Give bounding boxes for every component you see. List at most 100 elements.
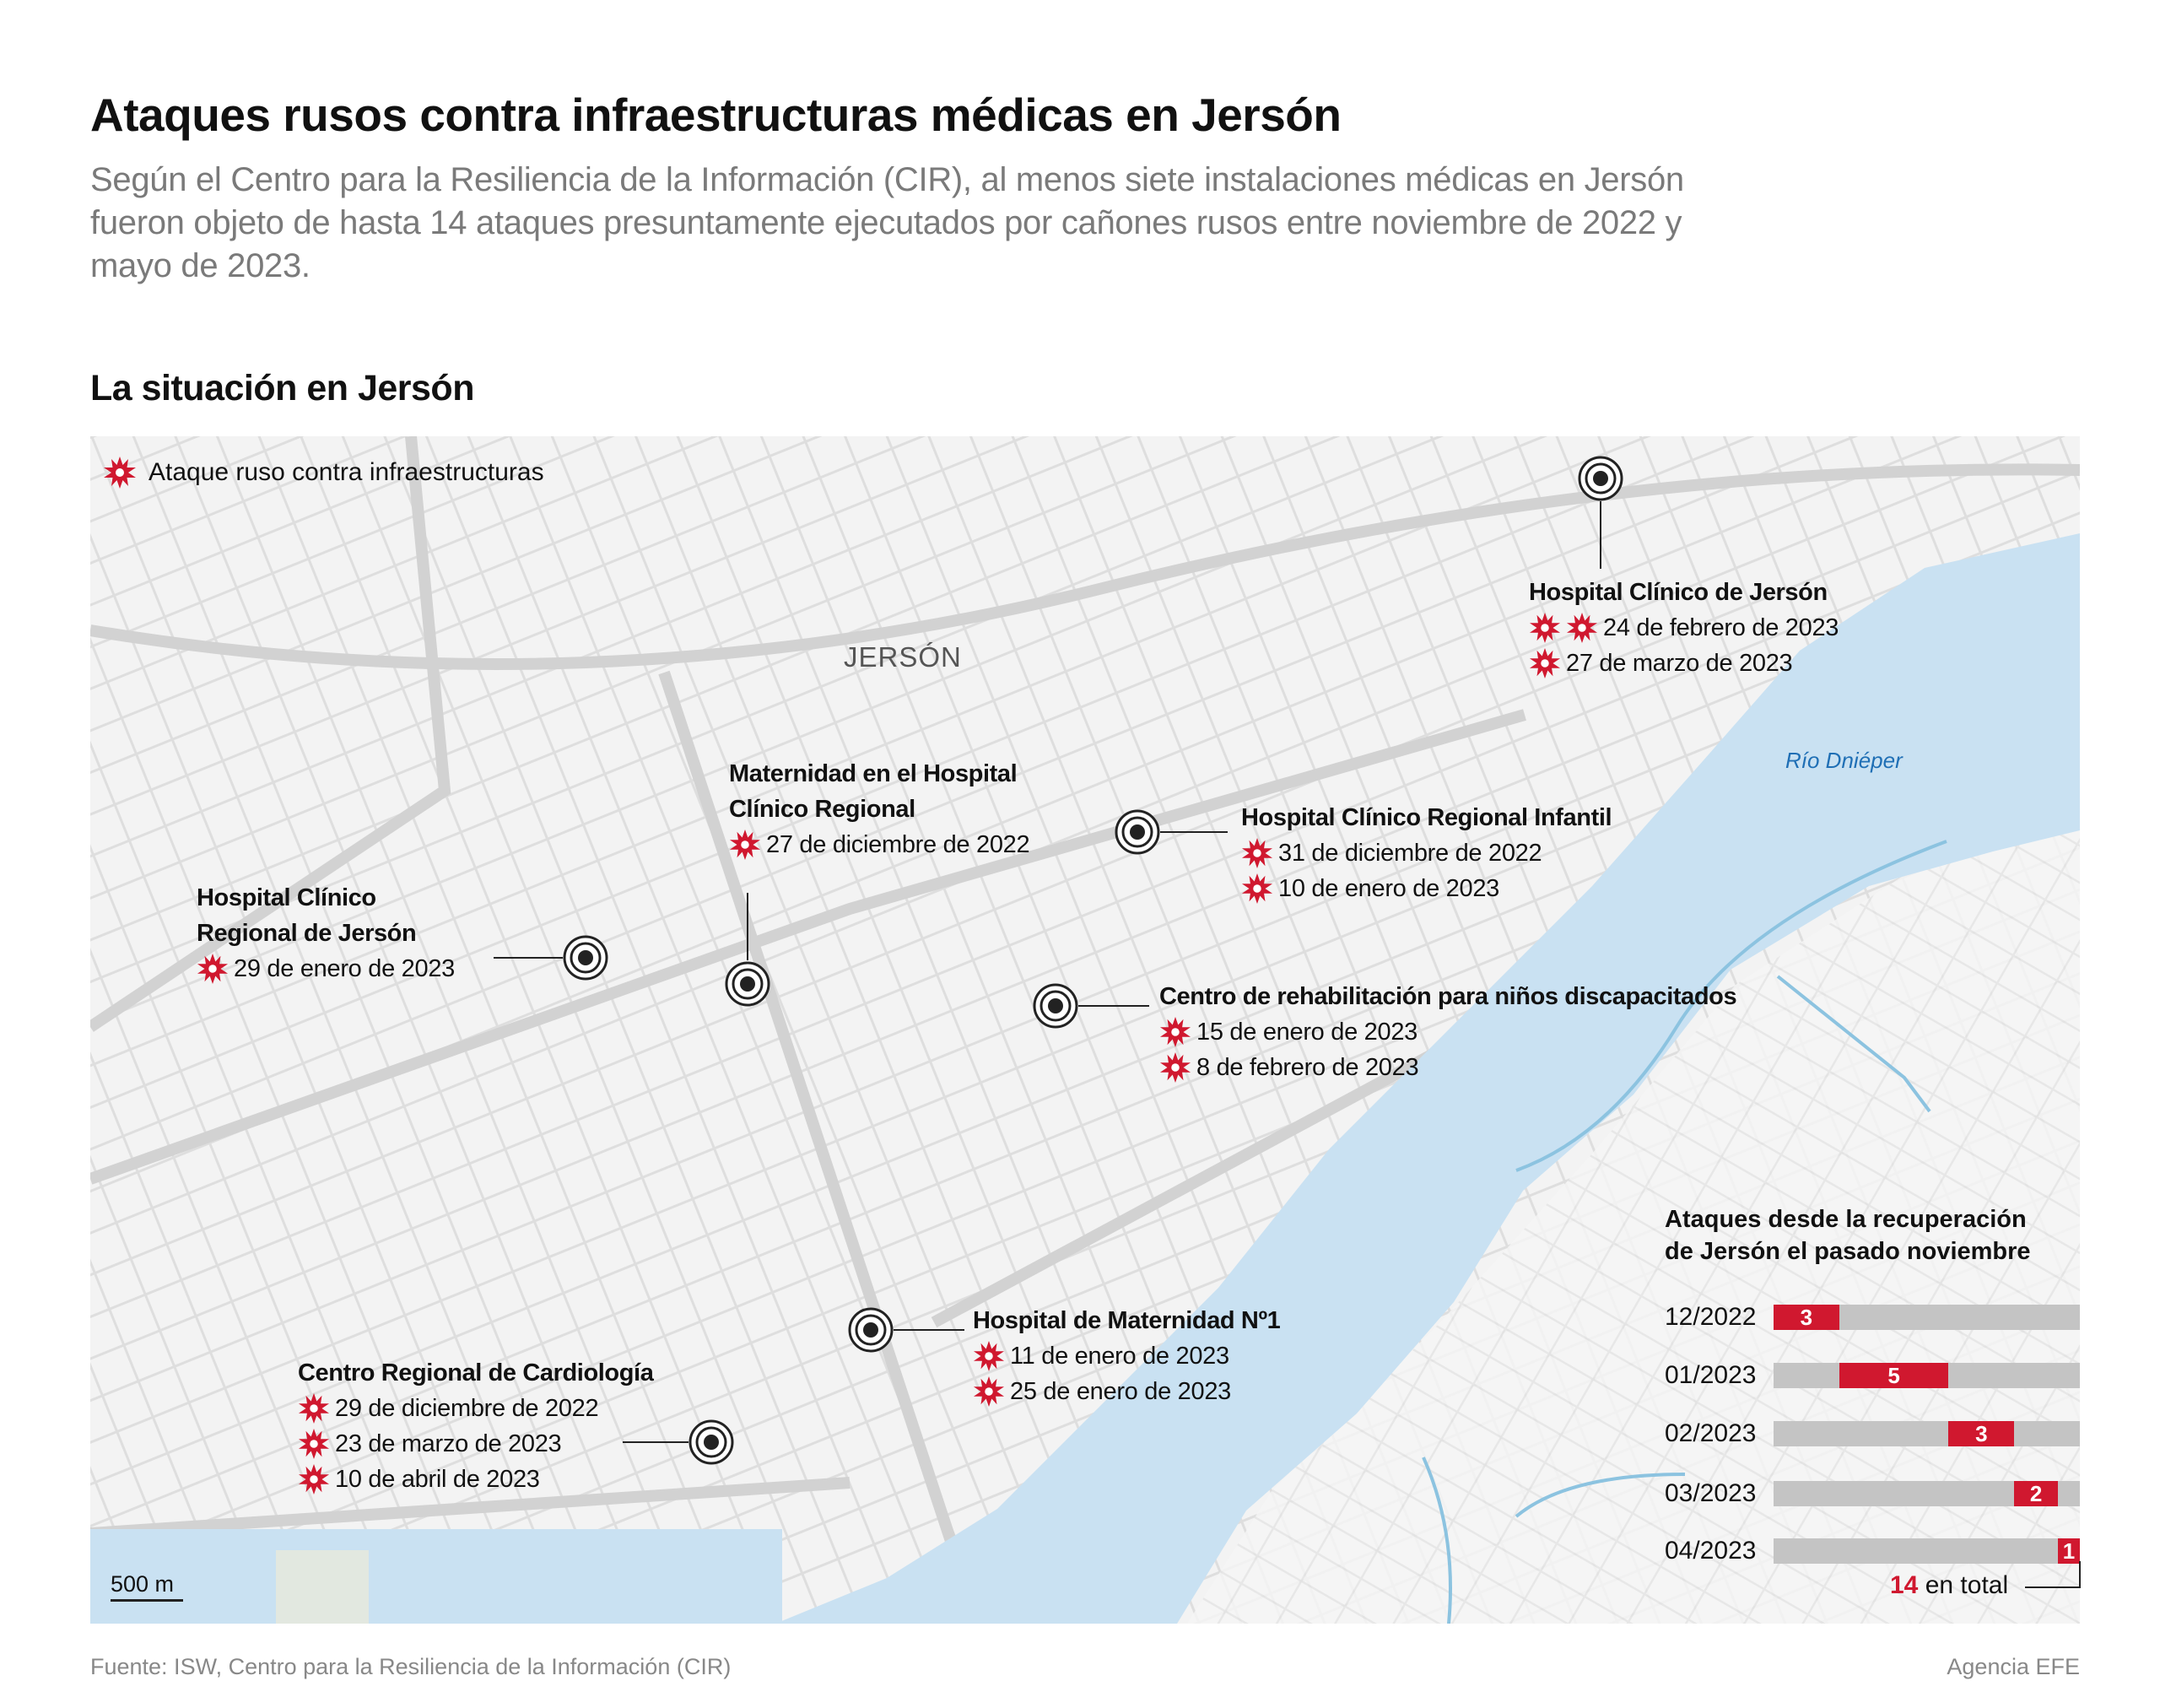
attack-date-text: 11 de enero de 2023 — [1010, 1343, 1229, 1370]
attack-date: 23 de marzo de 2023 — [298, 1426, 653, 1462]
attack-date-text: 24 de febrero de 2023 — [1603, 614, 1839, 641]
credit: Agencia EFE — [1947, 1654, 2080, 1679]
bar-track: 2 — [1774, 1481, 2080, 1506]
leader-line — [623, 1441, 688, 1443]
hospital-label: Hospital Clínico Regional Infantil 31 de … — [1241, 800, 1612, 906]
hospital-target-icon[interactable] — [1033, 983, 1078, 1029]
hospital-name: Hospital Clínico — [197, 884, 376, 911]
harbor-island — [276, 1550, 369, 1624]
explosion-star-icon — [1566, 612, 1598, 644]
leader-line — [894, 1329, 964, 1331]
attack-date-text: 23 de marzo de 2023 — [335, 1430, 562, 1457]
attack-date: 15 de enero de 2023 — [1159, 1014, 1736, 1050]
bar-segment: 5 — [1839, 1363, 1949, 1388]
section-title: La situación en Jersón — [90, 368, 474, 408]
legend-label: Ataque ruso contra infraestructuras — [148, 458, 544, 486]
explosion-star-icon — [197, 953, 229, 985]
scale-bar — [111, 1599, 183, 1602]
attack-date-text: 15 de enero de 2023 — [1196, 1019, 1418, 1046]
leader-line — [1160, 831, 1228, 833]
harbor-water — [90, 1529, 782, 1624]
total-connector — [2025, 1586, 2081, 1588]
bar-value-label: 2 — [2029, 1480, 2043, 1506]
explosion-star-icon — [298, 1392, 330, 1424]
bar-category-label: 01/2023 — [1665, 1361, 1757, 1389]
bar-chart-title-line: de Jersón el pasado noviembre — [1665, 1238, 2031, 1265]
hospital-name: Maternidad en el Hospital — [729, 760, 1018, 787]
attack-date-text: 10 de enero de 2023 — [1278, 875, 1499, 902]
attack-date-text: 8 de febrero de 2023 — [1196, 1054, 1419, 1081]
river-label: Río Dniéper — [1785, 748, 1903, 773]
explosion-star-icon — [1159, 1051, 1191, 1084]
explosion-star-icon — [973, 1376, 1005, 1408]
hospital-name: Centro Regional de Cardiología — [298, 1359, 654, 1386]
attack-date: 10 de enero de 2023 — [1241, 871, 1612, 906]
hospital-label: Centro Regional de Cardiología 29 de dici… — [298, 1355, 654, 1497]
bar-track: 3 — [1774, 1421, 2080, 1446]
hospital-name: Centro de rehabilitación para niños disc… — [1159, 983, 1737, 1010]
hospital-target-icon[interactable] — [848, 1307, 894, 1353]
bar-value-label: 3 — [1800, 1304, 1813, 1330]
hospital-label: Hospital de Maternidad Nº1 11 de enero de… — [973, 1303, 1281, 1409]
bar-segment: 3 — [1774, 1305, 1839, 1330]
hospital-name: Hospital de Maternidad Nº1 — [973, 1307, 1281, 1334]
explosion-star-icon — [298, 1428, 330, 1460]
attack-date-text: 29 de enero de 2023 — [234, 955, 455, 982]
attack-date-text: 25 de enero de 2023 — [1010, 1378, 1231, 1405]
hospital-target-icon[interactable] — [563, 935, 608, 981]
explosion-star-icon — [104, 457, 136, 489]
attack-date: 8 de febrero de 2023 — [1159, 1050, 1736, 1085]
leader-line — [494, 957, 563, 959]
hospital-label: Hospital Clínico de Jersón 24 de febrero … — [1529, 575, 1839, 681]
map-background — [90, 436, 2080, 1624]
attack-date: 11 de enero de 2023 — [973, 1338, 1280, 1374]
bar-row: 12/2022 3 — [1665, 1303, 2080, 1331]
bar-value-label: 3 — [1975, 1420, 1988, 1446]
bar-segment: 3 — [1948, 1420, 2015, 1446]
attack-date: 27 de marzo de 2023 — [1529, 646, 1839, 681]
bar-value-label: 1 — [2062, 1538, 2076, 1564]
attack-date: 25 de enero de 2023 — [973, 1374, 1280, 1409]
leader-line — [1600, 501, 1601, 569]
attack-date: 27 de diciembre de 2022 — [729, 827, 1030, 862]
bar-segment: 1 — [2058, 1538, 2080, 1564]
attack-date-text: 31 de diciembre de 2022 — [1278, 840, 1542, 867]
bar-track: 1 — [1774, 1538, 2080, 1564]
hospital-label: Hospital Clínico Regional de Jersón 29 de … — [197, 880, 455, 986]
bar-row: 02/2023 3 — [1665, 1419, 2080, 1447]
scale-label: 500 m — [111, 1571, 175, 1597]
attack-date-text: 27 de marzo de 2023 — [1566, 650, 1793, 677]
source-note: Fuente: ISW, Centro para la Resiliencia … — [90, 1654, 732, 1679]
attack-date-text: 27 de diciembre de 2022 — [766, 831, 1030, 858]
explosion-star-icon — [729, 829, 761, 861]
hospital-target-icon[interactable] — [725, 961, 770, 1007]
attack-date-text: 29 de diciembre de 2022 — [335, 1395, 599, 1422]
explosion-star-icon — [1159, 1016, 1191, 1048]
bar-category-label: 03/2023 — [1665, 1479, 1757, 1507]
bar-chart-title: Ataques desde la recuperación de Jersón … — [1665, 1203, 2031, 1267]
bar-track: 5 — [1774, 1363, 2080, 1388]
total-value: 14 — [1890, 1571, 1919, 1599]
subtitle: Según el Centro para la Resiliencia de l… — [90, 161, 1684, 284]
bar-category-label: 04/2023 — [1665, 1537, 1757, 1565]
explosion-star-icon — [1529, 647, 1561, 679]
hospital-target-icon[interactable] — [1115, 809, 1160, 855]
bar-chart-title-line: Ataques desde la recuperación — [1665, 1206, 2027, 1233]
total-connector — [2079, 1561, 2081, 1588]
hospital-target-icon[interactable] — [688, 1419, 734, 1465]
bar-segment: 2 — [2014, 1480, 2059, 1506]
river-dnieper — [775, 533, 2080, 1624]
main-roads — [90, 436, 2080, 1620]
page-title: Ataques rusos contra infraestructuras mé… — [90, 89, 1342, 141]
attack-date: 31 de diciembre de 2022 — [1241, 835, 1612, 871]
attack-date: 29 de diciembre de 2022 — [298, 1391, 653, 1426]
hospital-name: Hospital Clínico de Jersón — [1529, 579, 1828, 606]
explosion-star-icon — [973, 1340, 1005, 1372]
total-label: en total — [1925, 1571, 2009, 1599]
hospital-target-icon[interactable] — [1578, 456, 1623, 501]
leader-line — [1078, 1005, 1149, 1007]
tributaries — [1422, 840, 1947, 1624]
bar-chart-total: 14 en total — [1890, 1571, 2008, 1600]
bar-row: 04/2023 1 — [1665, 1537, 2080, 1565]
leader-line — [747, 893, 748, 960]
